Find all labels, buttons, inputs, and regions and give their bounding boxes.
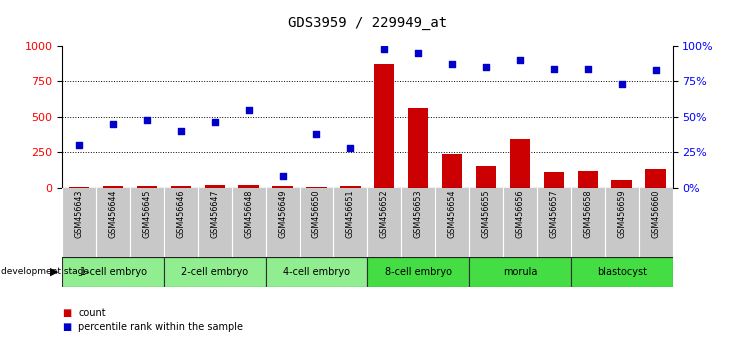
Point [243,107,254,113]
Bar [103,187,123,188]
Bar [571,257,673,287]
Point [582,66,594,72]
Bar [69,187,89,188]
Bar [476,166,496,188]
Text: GSM456660: GSM456660 [651,190,660,238]
Point [209,120,221,125]
Text: count: count [78,308,106,318]
Text: blastocyst: blastocyst [596,267,647,277]
Bar [306,187,327,188]
Bar [577,171,598,188]
Point [650,67,662,73]
Bar [469,257,571,287]
Text: development stage: development stage [1,267,88,276]
Text: GSM456652: GSM456652 [380,190,389,238]
Text: ▶: ▶ [50,267,58,277]
Point [412,50,424,56]
Point [616,81,627,87]
Bar [273,187,292,188]
Point [548,66,560,72]
Bar [170,186,191,188]
Bar [367,257,469,287]
Point [107,121,119,127]
Point [277,173,289,179]
Point [344,145,356,151]
Bar [645,169,666,188]
Bar [265,257,368,287]
Bar [137,186,157,188]
Text: GSM456648: GSM456648 [244,190,253,238]
Bar [374,64,395,188]
Point [175,128,186,134]
Text: percentile rank within the sample: percentile rank within the sample [78,322,243,332]
Text: ■: ■ [62,322,72,332]
Text: 8-cell embryo: 8-cell embryo [385,267,452,277]
Text: GSM456649: GSM456649 [278,190,287,238]
Point [446,62,458,67]
Bar [611,180,632,188]
Text: 2-cell embryo: 2-cell embryo [181,267,249,277]
Point [514,57,526,63]
Point [311,131,322,137]
Text: GSM456656: GSM456656 [515,190,524,238]
Text: morula: morula [503,267,537,277]
Bar [544,172,564,188]
Text: GSM456651: GSM456651 [346,190,355,238]
Bar [62,257,164,287]
Text: GSM456654: GSM456654 [447,190,457,238]
Text: ■: ■ [62,308,72,318]
Bar [442,154,462,188]
Point [141,117,153,122]
Text: GSM456659: GSM456659 [617,190,626,238]
Text: GDS3959 / 229949_at: GDS3959 / 229949_at [288,16,447,30]
Point [73,142,85,148]
Text: GSM456645: GSM456645 [143,190,151,238]
Bar [510,139,530,188]
Point [379,46,390,52]
Text: GSM456653: GSM456653 [414,190,423,238]
Bar [164,257,265,287]
Text: GSM456644: GSM456644 [108,190,118,238]
Text: GSM456655: GSM456655 [482,190,491,238]
Bar [205,185,225,188]
Text: 1-cell embryo: 1-cell embryo [80,267,146,277]
Text: GSM456643: GSM456643 [75,190,83,238]
Text: 4-cell embryo: 4-cell embryo [283,267,350,277]
Bar [340,186,360,188]
Bar [238,185,259,188]
Text: GSM456650: GSM456650 [312,190,321,238]
Bar [408,108,428,188]
Text: GSM456658: GSM456658 [583,190,592,238]
Point [480,64,492,70]
Text: GSM456647: GSM456647 [211,190,219,238]
Text: GSM456646: GSM456646 [176,190,186,238]
Text: GSM456657: GSM456657 [549,190,558,238]
